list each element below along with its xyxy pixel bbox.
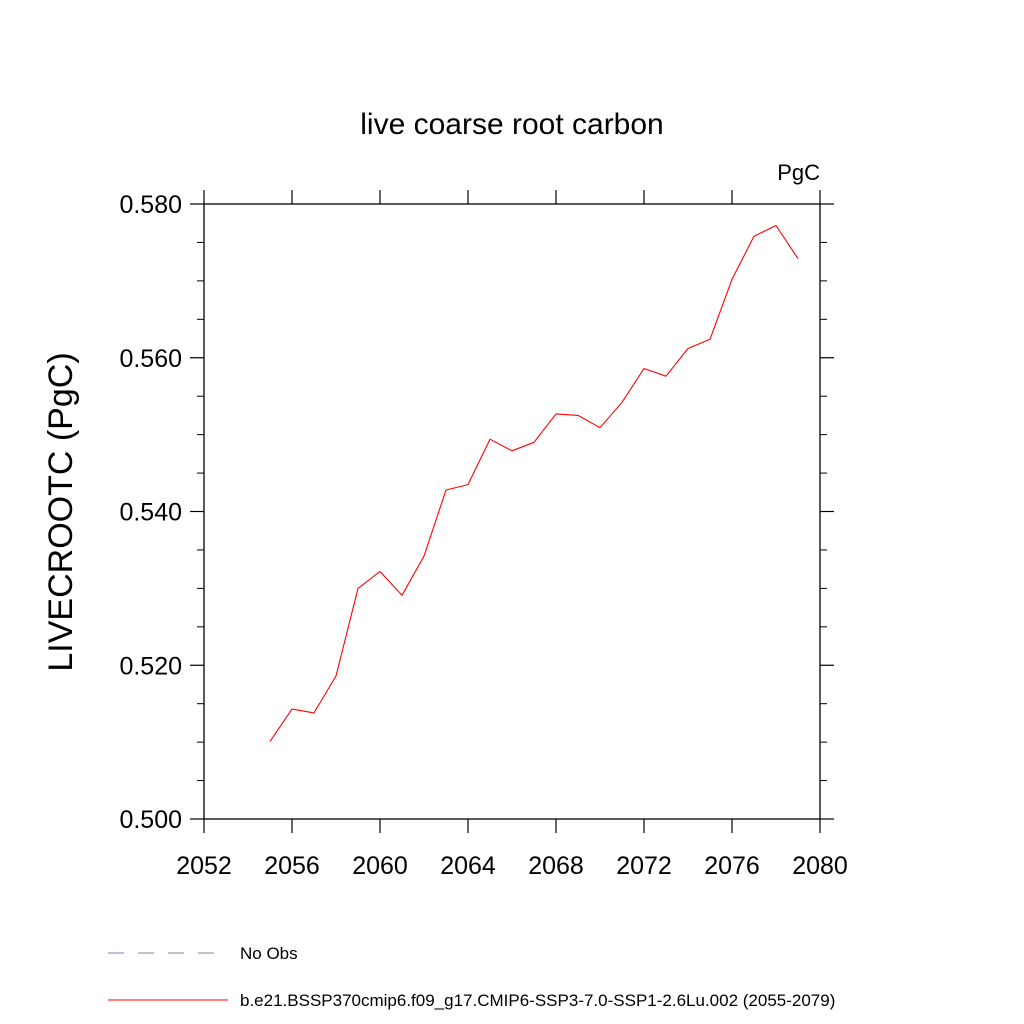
plot-frame	[203, 203, 821, 820]
axis-tick-labels: 2052 2056 2060 2064 2068 2072 2076 2080 0.500 0.5…	[119, 191, 847, 880]
legend-label-model-run: b.e21.BSSP370cmip6.f09_g17.CMIP6-SSP3-7.…	[240, 991, 835, 1010]
axis-ticks	[190, 190, 834, 833]
y-axis-label: LIVECROOTC (PgC)	[42, 352, 80, 671]
x-tick-label: 2072	[616, 852, 672, 880]
x-tick-label: 2052	[176, 852, 232, 880]
x-tick-label: 2080	[792, 852, 848, 880]
x-tick-label: 2068	[528, 852, 584, 880]
y-tick-label: 0.580	[119, 191, 182, 219]
chart-title: live coarse root carbon	[360, 108, 664, 141]
x-tick-label: 2076	[704, 852, 760, 880]
y-tick-label: 0.520	[119, 652, 182, 680]
legend: No Obs b.e21.BSSP370cmip6.f09_g17.CMIP6-…	[108, 944, 835, 1010]
units-label: PgC	[777, 160, 820, 185]
x-tick-label: 2056	[264, 852, 320, 880]
x-tick-label: 2064	[440, 852, 496, 880]
legend-label-no-obs: No Obs	[240, 944, 298, 963]
x-tick-label: 2060	[352, 852, 408, 880]
y-tick-label: 0.540	[119, 499, 182, 527]
series-layer	[269, 224, 799, 742]
series-line	[269, 224, 799, 742]
y-tick-label: 0.560	[119, 345, 182, 373]
y-tick-label: 0.500	[119, 806, 182, 834]
